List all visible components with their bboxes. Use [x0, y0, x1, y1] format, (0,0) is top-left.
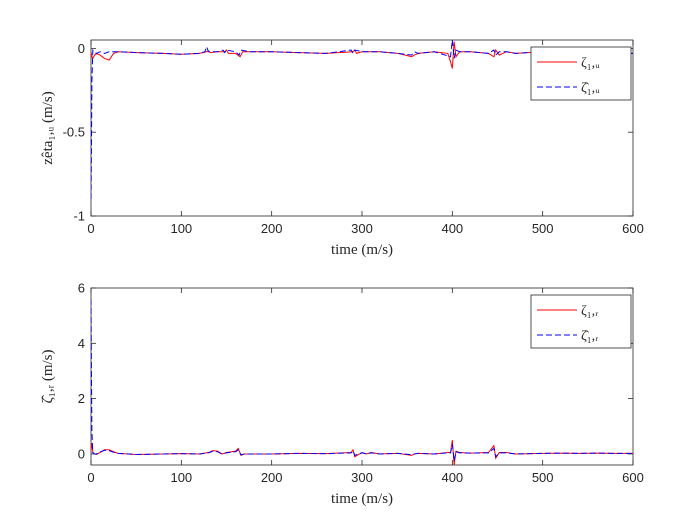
x-tick-label: 0	[87, 221, 94, 236]
top-panel: 0 100 200 300 400 500 600 0 -0.5 -1 time (m/s) zêta…	[40, 39, 644, 258]
legend-box	[530, 46, 632, 101]
y-tick-label: -0.5	[63, 125, 85, 140]
y-tick-label: 6	[78, 281, 85, 296]
legend-label: ζ₁,ᵣ	[581, 304, 598, 319]
x-tick-label: 500	[532, 221, 554, 236]
series-line-estimate	[91, 40, 633, 200]
y-tick-label: 2	[78, 391, 85, 406]
x-tick-label: 300	[351, 221, 373, 236]
legend-box	[530, 294, 632, 349]
y-axis-label: ζ̂₁,ᵣ (m/s)	[40, 349, 56, 403]
x-tick-label: 400	[441, 221, 463, 236]
legend-label: ζ₁,ᵤ	[581, 56, 600, 71]
x-tick-label: 400	[441, 470, 463, 485]
legend-label: ζ̂₁,ᵣ	[581, 329, 598, 344]
x-tick-label: 500	[532, 470, 554, 485]
x-tick-label: 300	[351, 470, 373, 485]
y-tick-label: -1	[73, 209, 85, 224]
x-tick-label: 100	[170, 470, 192, 485]
x-tick-label: 0	[87, 470, 94, 485]
x-tick-label: 200	[261, 470, 283, 485]
x-tick-label: 100	[170, 221, 192, 236]
x-axis-label: time (m/s)	[331, 242, 393, 258]
legend: ζ₁,ᵣ ζ̂₁,ᵣ	[530, 294, 632, 349]
legend-label: ζ̂₁,ᵤ	[581, 81, 600, 96]
y-tick-label: 0	[78, 41, 85, 56]
y-axis-label: zêta₁,ᵤ (m/s)	[40, 91, 56, 164]
y-tick-label: 0	[78, 446, 85, 461]
x-tick-label: 200	[261, 221, 283, 236]
legend: ζ₁,ᵤ ζ̂₁,ᵤ	[530, 46, 632, 101]
bottom-panel: 0 100 200 300 400 500 600 6 4 2 0 time (m/s) ζ̂₁,ᵣ (…	[40, 281, 644, 508]
x-axis-label: time (m/s)	[331, 491, 393, 507]
y-tick-label: 4	[78, 336, 85, 351]
x-tick-label: 600	[622, 221, 644, 236]
x-tick-label: 600	[622, 470, 644, 485]
series-line-estimate	[91, 299, 633, 461]
